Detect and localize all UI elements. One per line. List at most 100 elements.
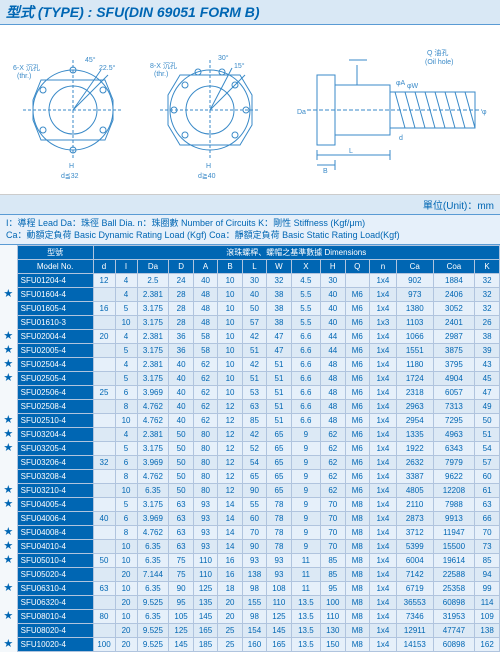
- cell-Da: 2.381: [137, 428, 169, 442]
- cell-K: 32: [475, 288, 500, 302]
- col-W: W: [267, 260, 291, 274]
- cell-star: [0, 470, 17, 484]
- cell-A: 48: [193, 316, 217, 330]
- table-row: SFU01610-3103.17528481057385.540M61x3110…: [0, 316, 500, 330]
- cell-K: 61: [475, 484, 500, 498]
- cell-X: 5.5: [291, 288, 320, 302]
- cell-W: 93: [267, 554, 291, 568]
- cell-H: 95: [321, 582, 345, 596]
- table-row: SFU06320-4209.525951352015511013.5100M81…: [0, 596, 500, 610]
- table-row: SFU03206-43263.9695080125465962M61x42632…: [0, 456, 500, 470]
- cell-Ca: 902: [396, 274, 433, 288]
- cell-K: 99: [475, 582, 500, 596]
- cell-Ca: 1551: [396, 344, 433, 358]
- cell-d: 25: [93, 386, 115, 400]
- col-i: I: [115, 260, 137, 274]
- cell-Ca: 2954: [396, 414, 433, 428]
- cell-X: 9: [291, 428, 320, 442]
- cell-model: SFU06310-4: [17, 582, 93, 596]
- cell-K: 138: [475, 624, 500, 638]
- cell-K: 63: [475, 498, 500, 512]
- cell-star: ★: [0, 498, 17, 512]
- table-body: SFU01204-41242.524401030324.5301x4902188…: [0, 274, 500, 652]
- cell-B: 14: [218, 512, 242, 526]
- cell-I: 20: [115, 624, 137, 638]
- svg-text:15°: 15°: [234, 62, 245, 70]
- cell-H: 70: [321, 540, 345, 554]
- cell-B: 12: [218, 442, 242, 456]
- svg-text:(thr.): (thr.): [17, 73, 31, 80]
- cell-H: 44: [321, 344, 345, 358]
- cell-n: 1x4: [369, 624, 396, 638]
- cell-d: 63: [93, 582, 115, 596]
- cell-W: 165: [267, 638, 291, 652]
- cell-X: 9: [291, 540, 320, 554]
- cell-Da: 6.35: [137, 554, 169, 568]
- cell-W: 47: [267, 344, 291, 358]
- cell-X: 11: [291, 582, 320, 596]
- cell-A: 125: [193, 582, 217, 596]
- legend-line1: I：導程 Lead Da：珠徑 Ball Dia. n：珠圈數 Number o…: [6, 218, 494, 230]
- cell-star: [0, 456, 17, 470]
- cell-d: [93, 442, 115, 456]
- cell-d: [93, 316, 115, 330]
- cell-d: 50: [93, 554, 115, 568]
- cell-Q: M8: [345, 596, 369, 610]
- cell-I: 4: [115, 330, 137, 344]
- cell-L: 55: [242, 498, 266, 512]
- cell-X: 9: [291, 498, 320, 512]
- cell-B: 14: [218, 526, 242, 540]
- cell-d: [93, 344, 115, 358]
- cell-D: 105: [169, 610, 193, 624]
- cell-W: 78: [267, 526, 291, 540]
- cell-star: [0, 596, 17, 610]
- table-row: ★SFU03204-442.3815080124265962M61x413354…: [0, 428, 500, 442]
- cell-D: 40: [169, 386, 193, 400]
- cell-H: 100: [321, 596, 345, 610]
- cell-Coa: 1884: [433, 274, 475, 288]
- table-row: ★SFU02505-453.17540621051516.648M61x4172…: [0, 372, 500, 386]
- cell-star: ★: [0, 526, 17, 540]
- cell-Ca: 2873: [396, 512, 433, 526]
- cell-D: 40: [169, 358, 193, 372]
- cell-K: 73: [475, 540, 500, 554]
- cell-I: 20: [115, 596, 137, 610]
- cell-X: 9: [291, 470, 320, 484]
- cell-star: ★: [0, 330, 17, 344]
- cell-n: 1x4: [369, 386, 396, 400]
- svg-text:d: d: [399, 135, 403, 142]
- cell-A: 80: [193, 484, 217, 498]
- cell-star: [0, 274, 17, 288]
- cell-star: ★: [0, 428, 17, 442]
- cell-A: 93: [193, 498, 217, 512]
- cell-Da: 6.35: [137, 540, 169, 554]
- cell-d: [93, 540, 115, 554]
- cell-A: 185: [193, 638, 217, 652]
- cell-I: 8: [115, 526, 137, 540]
- cell-L: 90: [242, 484, 266, 498]
- cell-L: 51: [242, 372, 266, 386]
- cell-L: 30: [242, 274, 266, 288]
- cell-model: SFU03208-4: [17, 470, 93, 484]
- cell-Q: M6: [345, 428, 369, 442]
- col-K: K: [475, 260, 500, 274]
- cell-H: 44: [321, 330, 345, 344]
- cell-d: 12: [93, 274, 115, 288]
- cell-model: SFU01605-4: [17, 302, 93, 316]
- cell-A: 62: [193, 400, 217, 414]
- cell-Coa: 22588: [433, 568, 475, 582]
- cell-Coa: 4904: [433, 372, 475, 386]
- cell-I: 6: [115, 456, 137, 470]
- cell-H: 30: [321, 274, 345, 288]
- cell-d: 100: [93, 638, 115, 652]
- cell-K: 51: [475, 428, 500, 442]
- cell-Da: 3.175: [137, 372, 169, 386]
- cell-X: 6.6: [291, 330, 320, 344]
- cell-X: 5.5: [291, 316, 320, 330]
- cell-Q: M8: [345, 638, 369, 652]
- cell-H: 40: [321, 302, 345, 316]
- cell-B: 25: [218, 624, 242, 638]
- cell-D: 24: [169, 274, 193, 288]
- cell-D: 90: [169, 582, 193, 596]
- cell-n: 1x4: [369, 288, 396, 302]
